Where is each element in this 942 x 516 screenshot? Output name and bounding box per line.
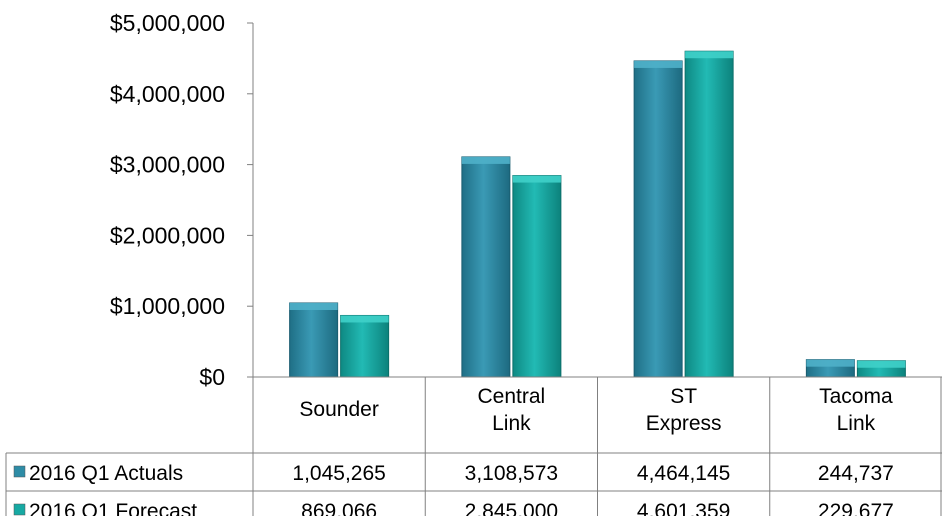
- y-tick-label: $3,000,000: [110, 152, 225, 178]
- x-tick-label: Link: [837, 412, 876, 435]
- bar-body: [289, 302, 339, 378]
- data-label: 3,108,573: [465, 462, 558, 485]
- data-table: Sounder Central Link ST Express Tacoma Link 201…: [5, 376, 942, 516]
- bar: [856, 360, 906, 378]
- data-label: 1,045,265: [292, 462, 385, 485]
- bar: [684, 50, 734, 378]
- bar-body: [461, 156, 511, 378]
- bar-body: [340, 314, 390, 378]
- bar-top: [806, 359, 855, 367]
- x-tick-label: Express: [646, 412, 722, 435]
- data-label: 4,464,145: [637, 462, 730, 485]
- bar-body: [512, 175, 562, 378]
- bar-top: [512, 175, 561, 183]
- y-tick-label: $4,000,000: [110, 81, 225, 107]
- legend-key: [13, 503, 26, 516]
- y-tick-label: $1,000,000: [110, 293, 225, 319]
- legend-label: 2016 Q1 Actuals: [29, 462, 183, 485]
- bar-top: [634, 60, 683, 68]
- bar-top: [340, 315, 389, 323]
- axis-layer: $0 $1,000,000 $2,000,000 $3,000,000 $4,000,0…: [110, 10, 254, 390]
- bar-top: [461, 156, 510, 164]
- y-tick-label: $5,000,000: [110, 10, 225, 36]
- y-tick-label: $2,000,000: [110, 222, 225, 248]
- data-label: 244,737: [818, 462, 894, 485]
- bar-top: [289, 302, 338, 310]
- x-tick-label: Sounder: [299, 398, 378, 421]
- data-label: 2,845,000: [465, 500, 558, 516]
- bar: [461, 156, 511, 378]
- bar-top: [857, 360, 906, 368]
- bar: [633, 60, 683, 378]
- data-label: 229,677: [818, 500, 894, 516]
- bars-layer: [289, 50, 906, 378]
- data-label: 869,066: [301, 500, 377, 516]
- x-tick-label: Tacoma: [819, 385, 893, 408]
- bar-body: [633, 60, 683, 378]
- legend-label: 2016 Q1 Forecast: [29, 500, 197, 516]
- bar: [805, 359, 855, 378]
- bar-body: [684, 50, 734, 378]
- bar: [512, 175, 562, 378]
- x-tick-label: ST: [670, 385, 697, 408]
- bar: [340, 314, 390, 378]
- data-label: 4,601,359: [637, 500, 730, 516]
- bar: [289, 302, 339, 378]
- y-tick-label: $0: [199, 364, 225, 390]
- x-tick-label: Central: [478, 385, 546, 408]
- x-tick-label: Link: [492, 412, 531, 435]
- legend-key: [13, 465, 26, 478]
- bar-top: [685, 51, 734, 59]
